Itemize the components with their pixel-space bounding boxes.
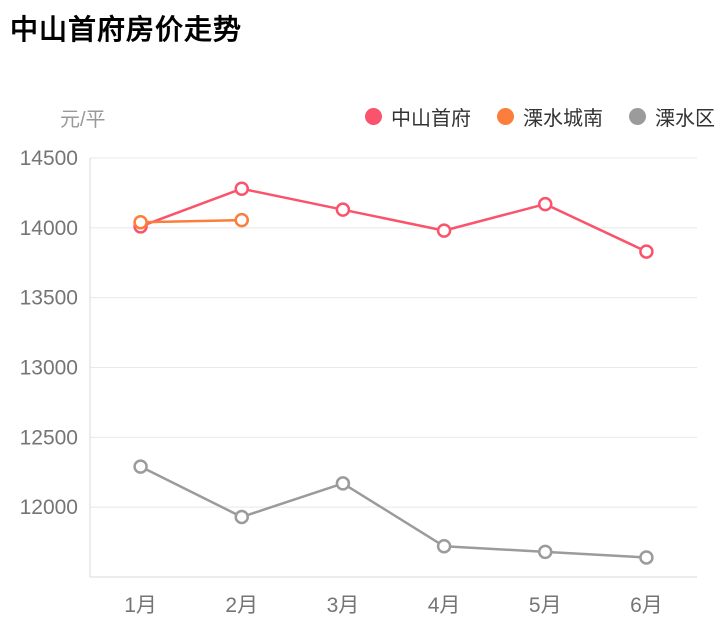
series-line [139, 218, 243, 224]
y-axis-unit-label: 元/平 [60, 109, 106, 131]
y-tick-label: 13000 [20, 357, 78, 380]
legend-item-zhongshan-shoufu[interactable]: 中山首府 [365, 102, 471, 131]
x-axis-label: 1月 [124, 594, 157, 617]
chart-title: 中山首府房价走势 [10, 14, 243, 45]
legend-dot-gray-icon [629, 108, 646, 125]
legend-label: 中山首府 [391, 108, 471, 130]
data-point[interactable] [234, 509, 249, 525]
legend-label: 溧水区 [655, 108, 715, 130]
data-point[interactable] [133, 459, 148, 474]
data-point[interactable] [538, 196, 553, 212]
data-point[interactable] [639, 550, 654, 565]
data-point[interactable] [133, 214, 148, 230]
data-point[interactable] [335, 202, 351, 217]
data-point[interactable] [234, 212, 249, 228]
data-point[interactable] [639, 244, 654, 259]
x-axis-label: 4月 [428, 594, 461, 617]
data-point[interactable] [335, 476, 351, 491]
x-axis-label: 3月 [327, 594, 360, 617]
y-tick-label: 13500 [20, 287, 78, 310]
y-tick-label: 12000 [20, 496, 78, 519]
legend-item-lishui-qu[interactable]: 溧水区 [629, 102, 715, 131]
line-chart-plot-area: 14500 14000 13500 13000 12500 12000 1月 2月 3月 4月 5月… [20, 147, 697, 617]
data-point[interactable] [436, 223, 452, 238]
x-axis-label: 2月 [225, 594, 258, 617]
legend-item-lishui-chengnan[interactable]: 溧水城南 [497, 102, 603, 131]
x-axis-label: 5月 [529, 594, 562, 617]
y-tick-label: 14000 [20, 217, 78, 240]
data-point[interactable] [234, 181, 249, 196]
series-line [139, 465, 648, 559]
x-axis-label: 6月 [630, 594, 663, 617]
data-point[interactable] [538, 544, 553, 560]
y-tick-label: 14500 [20, 147, 78, 170]
legend-dot-orange-icon [497, 108, 514, 125]
legend-dot-red-icon [365, 108, 382, 125]
y-tick-label: 12500 [20, 426, 78, 449]
data-point[interactable] [436, 539, 452, 554]
series-line [139, 187, 648, 253]
legend: 中山首府 溧水城南 溧水区 [365, 102, 715, 131]
legend-label: 溧水城南 [523, 108, 603, 130]
